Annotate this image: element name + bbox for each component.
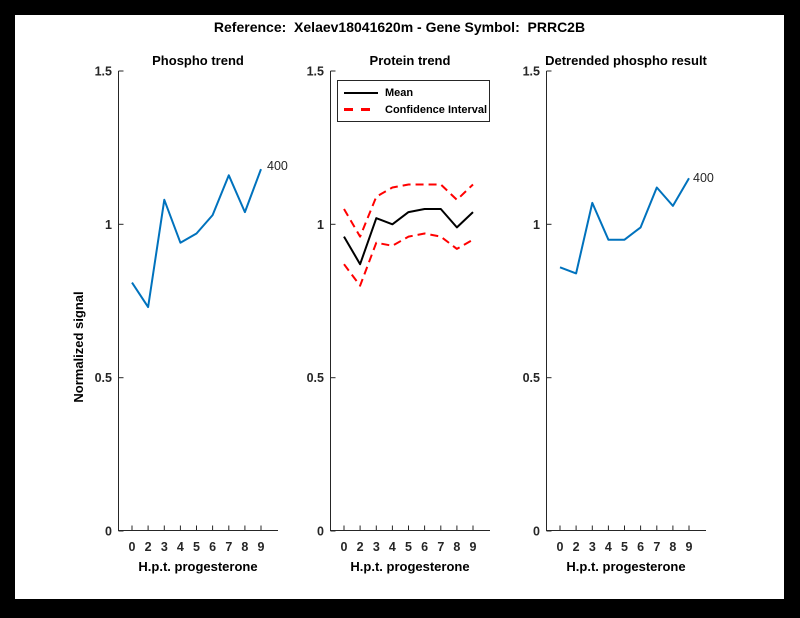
svg-text:8: 8: [453, 540, 460, 554]
legend-label-mean: Mean: [385, 86, 414, 99]
line-end-annotation-400: 400: [267, 159, 288, 173]
svg-text:1: 1: [105, 218, 112, 232]
confidence-interval-line-sample-icon: [344, 108, 378, 111]
figure-title: Reference: Xelaev18041620m - Gene Symbol…: [213, 19, 586, 35]
svg-text:1: 1: [317, 218, 324, 232]
legend-item-mean: Mean: [344, 86, 483, 99]
phospho-trend-plot-area: 00.511.50 2 3 4 5 6 7 8 9: [95, 65, 278, 554]
svg-text:7: 7: [437, 540, 444, 554]
svg-text:0: 0: [317, 525, 324, 539]
svg-text:5: 5: [621, 540, 628, 554]
line-end-annotation-400: 400: [693, 171, 714, 185]
svg-text:4: 4: [177, 540, 184, 554]
svg-text:9: 9: [686, 540, 693, 554]
svg-text:4: 4: [389, 540, 396, 554]
svg-text:6: 6: [637, 540, 644, 554]
subplot-protein-trend: Protein trend 0 0.5 1 1.5 0 2 3 4 5 6 7 8 9 Mean Con…: [307, 53, 490, 574]
svg-text:2: 2: [573, 540, 580, 554]
svg-text:9: 9: [470, 540, 477, 554]
svg-text:1.5: 1.5: [307, 65, 324, 79]
svg-text:3: 3: [161, 540, 168, 554]
svg-text:0: 0: [129, 540, 136, 554]
svg-text:9: 9: [258, 540, 265, 554]
mean-line-sample-icon: [344, 91, 378, 94]
legend-label-confidence-interval: Confidence Interval: [385, 103, 488, 116]
svg-text:2: 2: [145, 540, 152, 554]
svg-text:2: 2: [357, 540, 364, 554]
legend-item-confidence-interval: Confidence Interval: [344, 103, 487, 116]
svg-text:1.5: 1.5: [523, 65, 540, 79]
subplot-phospho-trend: Phospho trend 0 0.5 1 1.5 0 2 3 4 5 6 7 8 9 400 H.p.…: [95, 53, 288, 574]
y-axis-label: Normalized signal: [71, 291, 86, 403]
subplot-title-detrended: Detrended phospho result: [545, 53, 707, 68]
svg-text:3: 3: [589, 540, 596, 554]
detrended-phospho-plot-area: 00.511.50 2 3 4 5 6 7 8 9: [523, 65, 706, 554]
svg-text:6: 6: [209, 540, 216, 554]
subplot-title-phospho: Phospho trend: [152, 53, 244, 68]
svg-text:4: 4: [605, 540, 612, 554]
svg-text:0.5: 0.5: [523, 371, 540, 385]
legend: Mean Confidence Interval: [337, 80, 490, 122]
svg-text:0.5: 0.5: [307, 371, 324, 385]
svg-text:5: 5: [405, 540, 412, 554]
svg-text:0.5: 0.5: [95, 371, 112, 385]
x-axis-label-protein: H.p.t. progesterone: [350, 559, 470, 574]
svg-text:0: 0: [533, 525, 540, 539]
svg-text:1: 1: [533, 218, 540, 232]
x-axis-label-detrended: H.p.t. progesterone: [566, 559, 686, 574]
protein-trend-plot-area: 00.511.50 2 3 4 5 6 7 8 9: [307, 65, 490, 554]
svg-text:0: 0: [341, 540, 348, 554]
subplot-title-protein: Protein trend: [369, 53, 451, 68]
svg-text:0: 0: [105, 525, 112, 539]
svg-text:7: 7: [653, 540, 660, 554]
svg-text:8: 8: [669, 540, 676, 554]
svg-text:5: 5: [193, 540, 200, 554]
subplot-detrended-phospho: Detrended phospho result 0 0.5 1 1.5 0 2 3 4 5 6 7…: [523, 53, 714, 574]
figure-canvas: Reference: Xelaev18041620m - Gene Symbol…: [15, 15, 784, 599]
svg-text:6: 6: [421, 540, 428, 554]
svg-text:7: 7: [225, 540, 232, 554]
svg-text:3: 3: [373, 540, 380, 554]
svg-text:8: 8: [241, 540, 248, 554]
svg-text:0: 0: [557, 540, 564, 554]
x-axis-label-phospho: H.p.t. progesterone: [138, 559, 258, 574]
svg-text:1.5: 1.5: [95, 65, 112, 79]
